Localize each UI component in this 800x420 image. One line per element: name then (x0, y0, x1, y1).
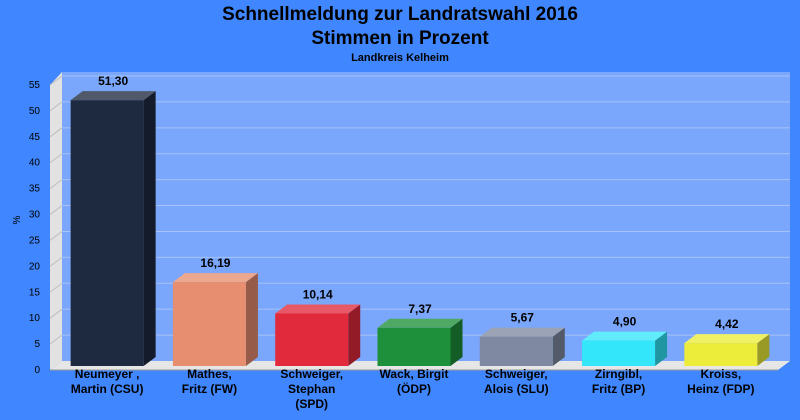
x-tick-label: Schweiger, (485, 367, 548, 381)
x-tick-label: (ÖDP) (397, 381, 431, 396)
bar-side (757, 334, 770, 366)
bar-side (348, 304, 361, 366)
x-tick-label: Alois (SLU) (484, 382, 549, 396)
x-tick-label: Mathes, (187, 367, 232, 381)
x-tick-label: Zirngibl, (595, 367, 642, 381)
gridline-wall (49, 205, 63, 215)
y-tick-label: 20 (29, 261, 41, 272)
bar-top (479, 327, 565, 337)
plot-left-wall (50, 72, 62, 370)
bar-top (582, 331, 668, 341)
y-tick-label: 0 (34, 365, 40, 376)
gridline-wall (49, 334, 63, 345)
bar (172, 282, 246, 366)
x-tick-label: Kroiss, (701, 367, 742, 381)
bar (582, 340, 656, 366)
plot-background (62, 72, 790, 361)
x-tick-label: Heinz (FDP) (687, 382, 754, 396)
y-tick-label: 15 (29, 287, 41, 298)
gridline-wall (49, 127, 63, 138)
gridline-wall (49, 179, 63, 190)
bar-top (70, 91, 156, 101)
bar-side (450, 318, 463, 366)
x-tick-label: Fritz (BP) (592, 382, 645, 396)
y-tick-label: 25 (29, 235, 41, 246)
bar-side (245, 273, 258, 366)
x-tick-label: (SPD) (295, 397, 328, 411)
x-tick-label: Martin (CSU) (71, 382, 144, 396)
y-tick-label: 40 (29, 158, 41, 169)
y-tick-label: 5 (34, 339, 40, 350)
chart-subtitle: Stimmen in Prozent (311, 28, 489, 49)
y-tick-label: 30 (29, 210, 41, 221)
data-label: 7,37 (408, 302, 432, 316)
data-label: 4,42 (715, 317, 739, 331)
chart-region-label: Landkreis Kelheim (351, 52, 449, 64)
gridline-wall (49, 282, 63, 293)
x-tick-label: Neumeyer , (75, 367, 140, 381)
gridline-wall (49, 101, 63, 112)
y-tick-label: 50 (29, 106, 41, 117)
gridline-wall (49, 75, 63, 86)
bar-top (275, 304, 361, 314)
data-label: 16,19 (200, 256, 230, 270)
data-label: 4,90 (613, 315, 637, 329)
y-tick-label: 35 (29, 184, 41, 195)
bar (377, 327, 451, 366)
data-label: 5,67 (511, 311, 535, 325)
gridline-wall (49, 308, 63, 319)
y-tick-label: 55 (29, 80, 41, 91)
data-label: 10,14 (303, 287, 333, 301)
bar-side (143, 91, 156, 366)
y-axis-label: % (12, 215, 23, 224)
x-tick-label: Fritz (FW) (182, 382, 237, 396)
chart-title: Schnellmeldung zur Landratswahl 2016 (222, 4, 578, 25)
bar (70, 100, 144, 366)
bar (275, 313, 349, 366)
bar-top (684, 334, 770, 344)
bar-side (655, 331, 668, 366)
bar-top (172, 273, 258, 283)
gridline-wall (49, 256, 63, 267)
x-tick-label: Wack, Birgit (380, 367, 449, 381)
data-label: 51,30 (98, 74, 128, 88)
x-tick-label: Stephan (288, 382, 335, 396)
bar-side (552, 327, 565, 366)
x-tick-label: Schweiger, (280, 367, 343, 381)
gridline-wall (49, 153, 63, 164)
y-tick-label: 10 (29, 313, 41, 324)
y-tick-label: 45 (29, 132, 41, 143)
bar (684, 343, 758, 366)
gridline-wall (49, 231, 63, 241)
bar (479, 336, 553, 366)
bar-top (377, 318, 463, 328)
